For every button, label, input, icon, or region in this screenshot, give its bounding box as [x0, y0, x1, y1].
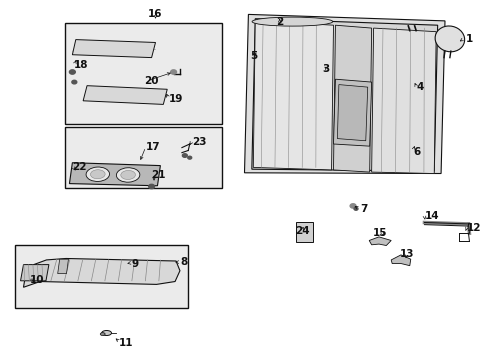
- Circle shape: [349, 204, 355, 208]
- Text: 22: 22: [72, 162, 87, 172]
- Text: 24: 24: [294, 226, 309, 236]
- Circle shape: [148, 184, 154, 189]
- Polygon shape: [390, 255, 410, 266]
- Text: 3: 3: [322, 64, 329, 74]
- Text: 8: 8: [180, 257, 187, 267]
- Bar: [64, 23, 222, 124]
- Text: 18: 18: [73, 60, 88, 70]
- Text: 23: 23: [191, 137, 206, 147]
- Polygon shape: [251, 19, 437, 171]
- Ellipse shape: [102, 330, 111, 336]
- Text: 4: 4: [416, 82, 423, 92]
- Polygon shape: [69, 163, 160, 186]
- Polygon shape: [368, 237, 390, 246]
- Polygon shape: [371, 28, 435, 174]
- Polygon shape: [244, 14, 444, 174]
- Bar: [64, 127, 222, 188]
- Text: 10: 10: [29, 275, 44, 285]
- Polygon shape: [333, 79, 371, 146]
- Ellipse shape: [121, 170, 135, 180]
- Polygon shape: [337, 85, 367, 141]
- Text: 5: 5: [250, 51, 257, 61]
- Polygon shape: [333, 25, 371, 172]
- Text: 17: 17: [145, 142, 160, 152]
- Text: 21: 21: [151, 170, 166, 180]
- Text: 9: 9: [131, 258, 138, 269]
- Text: 13: 13: [399, 249, 413, 259]
- Text: 15: 15: [372, 228, 387, 238]
- Ellipse shape: [434, 26, 464, 52]
- Circle shape: [187, 156, 191, 159]
- Bar: [15, 245, 188, 308]
- Ellipse shape: [86, 167, 109, 181]
- Polygon shape: [58, 259, 68, 274]
- Text: 19: 19: [168, 94, 183, 104]
- Text: 12: 12: [466, 222, 481, 233]
- Ellipse shape: [100, 333, 105, 336]
- Text: 7: 7: [359, 204, 366, 214]
- Circle shape: [353, 207, 357, 210]
- Ellipse shape: [116, 168, 140, 182]
- Ellipse shape: [90, 170, 105, 179]
- Circle shape: [72, 80, 77, 84]
- Bar: [296, 222, 312, 242]
- Text: 16: 16: [148, 9, 163, 19]
- Polygon shape: [253, 21, 333, 170]
- Circle shape: [69, 70, 75, 74]
- Text: 6: 6: [412, 147, 420, 157]
- Ellipse shape: [252, 17, 332, 26]
- Circle shape: [182, 154, 187, 157]
- Polygon shape: [72, 40, 155, 58]
- Polygon shape: [23, 258, 180, 287]
- Text: 20: 20: [144, 76, 159, 86]
- Circle shape: [170, 70, 176, 74]
- Text: 11: 11: [118, 338, 133, 348]
- Text: 2: 2: [276, 17, 283, 27]
- Polygon shape: [20, 265, 49, 281]
- Text: 1: 1: [465, 34, 472, 44]
- Polygon shape: [83, 86, 167, 104]
- Text: 14: 14: [424, 211, 438, 221]
